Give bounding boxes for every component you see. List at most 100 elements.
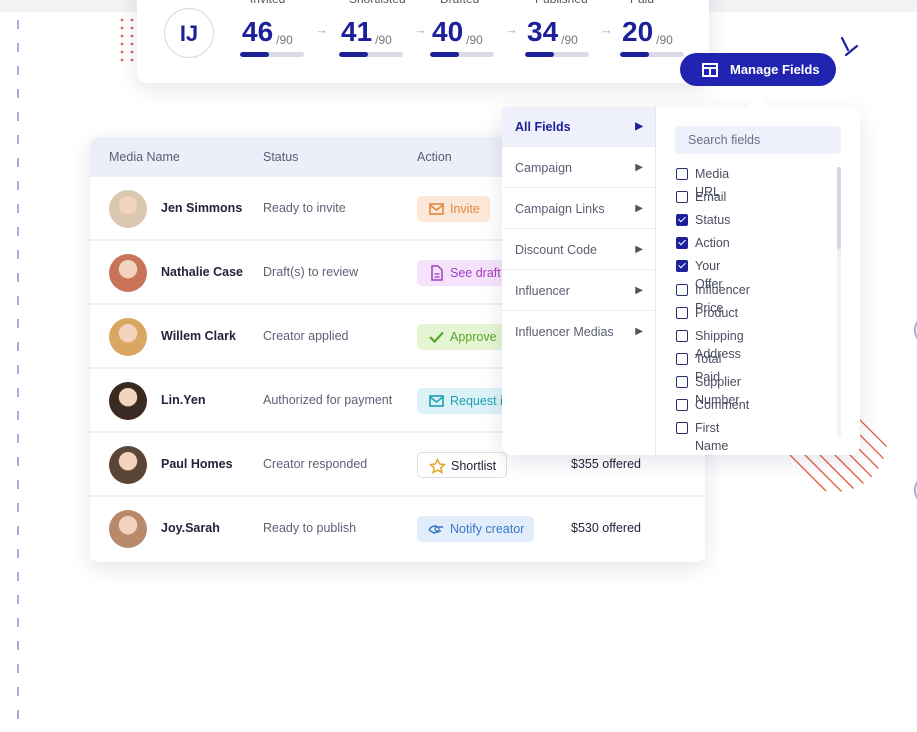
button-label: Manage Fields (730, 62, 820, 77)
stat-total: /90 (276, 33, 293, 47)
search-input[interactable]: Search fields (675, 126, 841, 154)
stat-value: 20 (622, 16, 654, 47)
checkbox (676, 191, 688, 204)
stat-total: /90 (656, 33, 673, 47)
field-checkbox[interactable]: First Name (676, 419, 728, 453)
field-category[interactable]: Campaign Links ▶ (502, 189, 655, 229)
dropdown-pointer (745, 96, 771, 109)
category-label: Influencer (515, 284, 570, 298)
checkbox (676, 237, 688, 250)
table-row (90, 497, 705, 559)
columns-icon (702, 63, 718, 77)
step-arrow: → (600, 22, 613, 37)
submenu-arrow: ▶ (635, 326, 643, 337)
logo: IJ (163, 7, 215, 59)
field-label: Shipping Address (695, 328, 744, 361)
action-icon (429, 458, 446, 474)
progress-fill (240, 52, 270, 57)
field-label: Your Offer (695, 259, 723, 292)
field-category[interactable]: Discount Code ▶ (502, 230, 655, 270)
field-label: Action (695, 236, 730, 251)
checkbox (676, 329, 688, 342)
fields-dropdown: Search fields (502, 107, 860, 455)
progress-bar (525, 52, 589, 57)
avatar (109, 382, 147, 420)
field-category[interactable]: Campaign ▶ (502, 148, 655, 188)
column-header: Status (263, 150, 299, 164)
row-status: Creator responded (263, 457, 368, 471)
field-checkbox[interactable]: Supplier Number (676, 373, 741, 407)
checkbox (676, 283, 688, 296)
action-button[interactable]: Shortlist (417, 452, 508, 478)
creator-name: Paul Homes (161, 457, 233, 471)
divider (655, 107, 656, 455)
stat-value: 34 (527, 16, 559, 47)
progress-fill (525, 52, 555, 57)
submenu-arrow: ▶ (635, 244, 643, 255)
progress-bar (339, 52, 403, 57)
field-label: Media URL (695, 167, 730, 199)
field-checkbox[interactable]: Media URL (676, 165, 729, 199)
creator-name: Jen Simmons (161, 201, 243, 215)
row-status: Creator applied (263, 329, 349, 343)
action-button[interactable]: See draft (417, 260, 511, 286)
progress-fill (620, 52, 650, 57)
progress-fill (339, 52, 369, 57)
step-arrow: → (315, 22, 328, 37)
action-button[interactable]: Request i (417, 388, 513, 414)
creator-name: Nathalie Case (161, 265, 243, 279)
field-checkbox[interactable]: Influencer Price (676, 281, 750, 315)
progress-bar (430, 52, 494, 57)
submenu-arrow: ▶ (635, 285, 643, 296)
field-checkbox[interactable]: Action (676, 234, 730, 252)
offer-amount: $530 offered (571, 521, 641, 535)
field-checkbox[interactable]: Status (676, 211, 730, 229)
field-category[interactable]: All Fields ▶ (502, 107, 655, 147)
action-label: Shortlist (451, 459, 497, 473)
field-checkbox[interactable]: Email (676, 188, 726, 206)
checkbox (676, 399, 688, 411)
checkbox (676, 214, 688, 227)
field-checkbox[interactable]: Your Offer (676, 257, 723, 291)
stat-total: /90 (466, 33, 483, 47)
scroll-thumb (837, 167, 841, 249)
category-label: Campaign Links (515, 202, 605, 216)
category-label: Influencer Medias (515, 325, 614, 339)
action-icon (429, 203, 444, 215)
field-checkbox[interactable]: Product (676, 304, 738, 322)
action-label: See draft (450, 266, 501, 280)
stat-total: /90 (561, 33, 578, 47)
action-button[interactable]: Approve (417, 324, 507, 350)
field-label: Supplier Number (695, 374, 741, 407)
action-button[interactable]: Invite (417, 196, 490, 222)
field-category[interactable]: Influencer ▶ (502, 271, 655, 311)
logo-text: IJ (180, 21, 198, 46)
category-label: Discount Code (515, 243, 597, 257)
creator-name: Lin.Yen (161, 393, 206, 407)
field-checkbox[interactable]: Shipping Address (676, 327, 744, 361)
action-label: Request i (450, 394, 503, 408)
stats-card (137, 0, 709, 83)
field-label: Total Paid (695, 351, 722, 384)
step-arrow: → (414, 22, 427, 37)
avatar (109, 318, 147, 356)
field-checkbox[interactable]: Total Paid (676, 350, 721, 384)
field-category[interactable]: Influencer Medias ▶ (502, 312, 655, 352)
avatar (109, 190, 147, 228)
avatar (109, 446, 147, 484)
category-label: Campaign (515, 161, 572, 175)
column-header: Media Name (109, 150, 180, 164)
checkbox (676, 352, 688, 365)
creator-name: Joy.Sarah (161, 521, 220, 535)
field-label: Comment (695, 398, 750, 412)
action-label: Notify creator (450, 522, 525, 536)
manage-fields-button[interactable]: Manage Fields (680, 53, 836, 86)
field-checkbox[interactable]: Comment (676, 396, 749, 414)
avatar (109, 510, 147, 548)
offer-amount: $355 offered (571, 457, 641, 471)
action-button[interactable]: Notify creator (417, 516, 535, 542)
row-status: Authorized for payment (263, 393, 393, 407)
stat-value: 41 (341, 16, 373, 47)
checkbox (676, 260, 688, 273)
